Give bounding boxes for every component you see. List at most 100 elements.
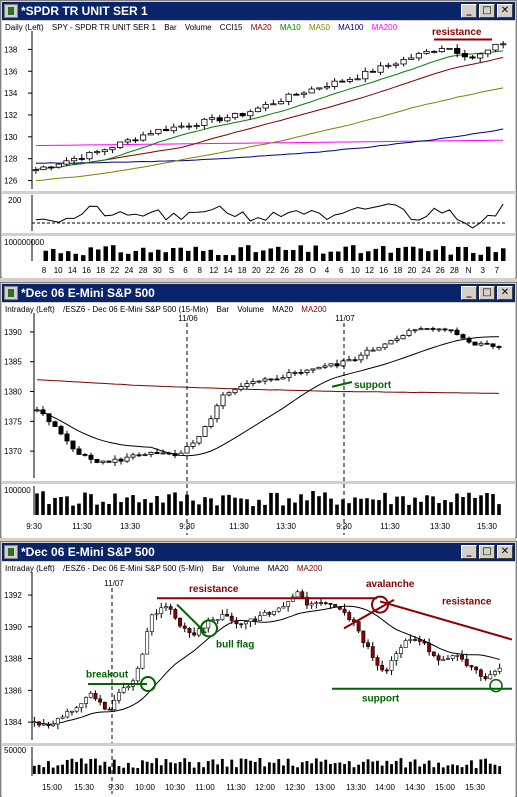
volume-bar [215,505,219,515]
info-ma100: MA100 [338,23,364,32]
volume-bar [35,493,39,515]
candle-body [162,128,170,132]
candle-body [337,606,342,610]
close-button[interactable]: ✕ [497,4,513,18]
price-tick-label: 1385 [4,358,22,367]
chart-area[interactable]: Intraday (Left) /ESZ6 - Dec 06 E-Mini S&… [2,303,515,538]
info-volume: Volume [237,305,264,314]
candle-body [102,701,107,710]
candle-body [408,57,415,60]
minimize-button[interactable]: _ [461,4,477,18]
candle-body [248,618,253,622]
x-axis-label: 28 [139,266,148,275]
candle-body [394,653,399,661]
candle-body [193,125,200,127]
volume-bar [122,767,126,774]
candle-body [370,646,375,658]
volume-bar [178,247,183,261]
close-button[interactable]: ✕ [497,545,513,559]
candle-body [334,363,340,367]
volume-bar [388,252,393,261]
volume-bar [358,253,363,261]
volume-bar [491,494,495,515]
volume-bar [233,497,237,515]
info-bar: Bar [216,305,229,314]
candle-body [362,70,369,80]
title-bar[interactable]: *Dec 06 E-Mini S&P 500 _ □ ✕ [2,284,515,302]
candle-body [225,614,229,617]
volume-bar [66,251,71,261]
chart-window-icon[interactable] [4,545,18,559]
candle-body [314,602,319,604]
volume-bar [192,767,196,774]
volume-bar [479,495,483,515]
candle-body [178,617,182,627]
volume-bar [188,761,191,774]
chart-area[interactable]: Daily (Left) SPY - SPDR TR UNIT SER 1 Ba… [2,21,515,278]
candle-body [500,43,507,46]
chart-window-icon[interactable] [4,4,18,18]
candle-body [40,409,46,415]
info-symbol: /ESZ6 - Dec 06 E-Mini S&P 500 (5-Min) [63,564,204,573]
candle-body [170,126,177,132]
x-axis-label: 26 [280,266,289,275]
maximize-button[interactable]: □ [479,286,495,300]
resistance-label: resistance [432,27,482,38]
volume-bar [268,248,273,261]
candle-body [308,88,315,94]
minimize-button[interactable]: _ [461,545,477,559]
x-axis-label: 22 [266,266,275,275]
volume-bar [79,758,83,774]
volume-bar [103,761,107,774]
maximize-button[interactable]: □ [479,545,495,559]
volume-bar [275,492,279,515]
es-15min-chart: 1390 1385 1380 1375 1370 11/06 11/07 support 100… [4,313,502,535]
breakout-circle [140,676,156,692]
close-button[interactable]: ✕ [497,286,513,300]
volume-bar [150,763,154,774]
volume-bar [493,252,498,261]
ma10-line [35,50,504,171]
candle-body [346,359,352,362]
support-circle [489,678,503,693]
chart-area[interactable]: Intraday (Left) /ESZ6 - Dec 06 E-Mini S&… [2,562,515,797]
resistance-label-2: resistance [442,597,492,608]
volume-bar [81,255,86,261]
volume-bar [32,765,36,774]
x-axis-label: O [310,266,316,275]
volume-bar [197,762,201,774]
volume-bar [253,761,257,774]
candle-body [234,620,239,625]
candle-body [446,658,450,660]
candle-body [322,365,328,368]
window-title: *SPDR TR UNIT SER 1 [21,4,148,18]
candle-body [375,657,380,666]
x-axis-label: 3 [480,266,485,275]
volume-bar [183,758,187,774]
title-bar[interactable]: *SPDR TR UNIT SER 1 _ □ ✕ [2,2,515,20]
candle-body [464,658,469,666]
candle-body [262,104,269,109]
candle-body [243,621,248,625]
volume-bar [131,495,135,515]
maximize-button[interactable]: □ [479,4,495,18]
volume-bar [352,767,356,774]
volume-bar [433,249,438,261]
volume-bar [221,495,225,515]
candle-body [497,667,502,672]
window-title: *Dec 06 E-Mini S&P 500 [21,286,155,300]
chart-window-icon[interactable] [4,286,18,300]
candle-body [295,591,300,598]
volume-bar [51,248,56,261]
volume-bar [401,496,405,515]
minimize-button[interactable]: _ [461,286,477,300]
candle-body [272,610,276,615]
info-bar: Bar [212,564,225,573]
info-ma200: MA200 [301,305,327,314]
title-bar[interactable]: *Dec 06 E-Mini S&P 500 _ □ ✕ [2,543,515,561]
volume-bar [206,761,210,774]
volume-bar [141,247,146,261]
volume-bar [317,496,321,515]
candle-body [305,596,309,606]
candle-body [34,409,40,412]
